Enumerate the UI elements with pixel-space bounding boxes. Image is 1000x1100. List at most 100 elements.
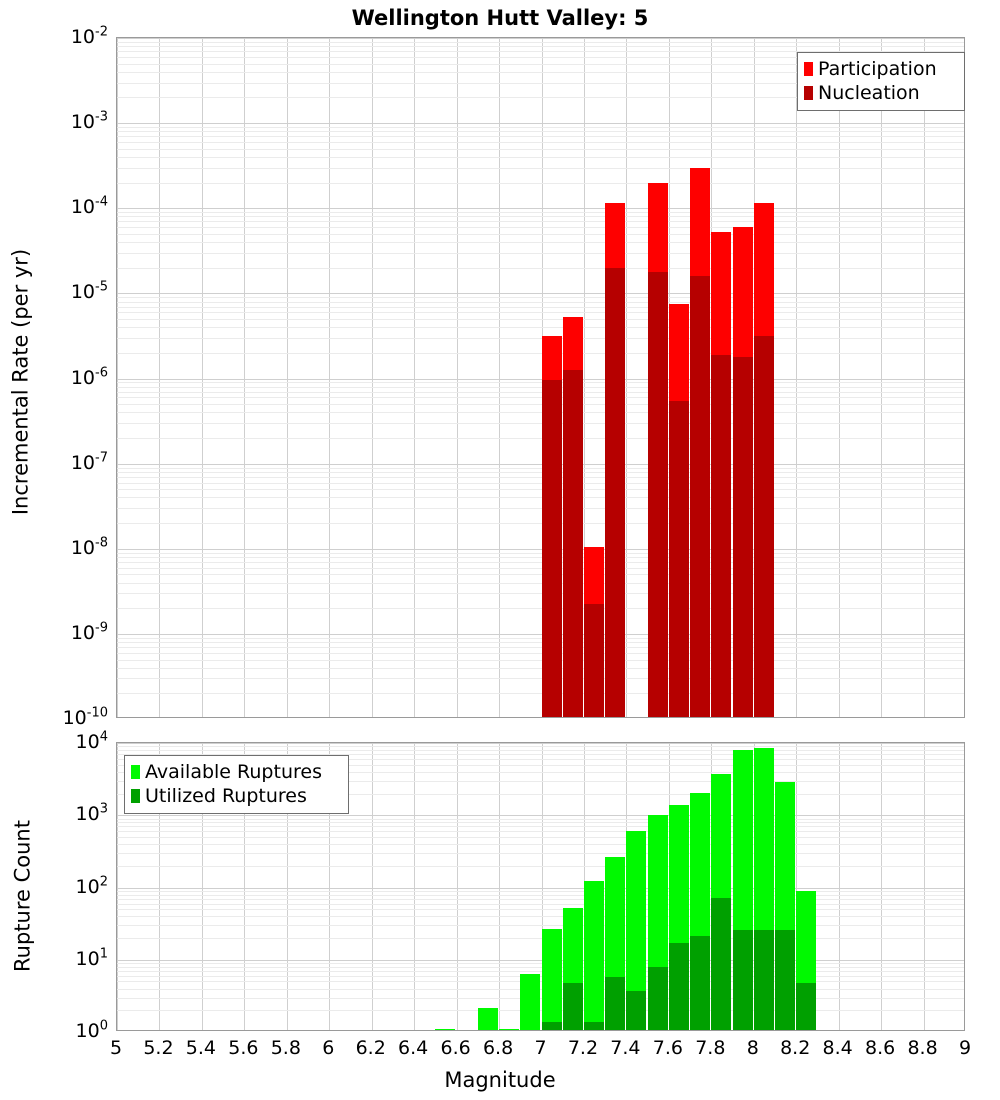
x-axis-tick-label: 8 xyxy=(746,1037,759,1059)
grid-line-horizontal-minor xyxy=(117,822,964,823)
grid-line-horizontal-minor xyxy=(117,638,964,639)
x-axis-tick-label: 7.2 xyxy=(567,1037,599,1059)
y-axis-tick-label: 10-9 xyxy=(70,620,108,644)
x-axis-tick-label: 9 xyxy=(958,1037,972,1059)
grid-line-horizontal-minor xyxy=(117,925,964,926)
bar-nucleation xyxy=(542,380,562,717)
grid-line-horizontal-minor xyxy=(117,557,964,558)
grid-line-horizontal-minor xyxy=(117,891,964,892)
bar-utilized-ruptures xyxy=(754,930,774,1030)
grid-line-horizontal-minor xyxy=(117,168,964,169)
grid-line-horizontal-minor xyxy=(117,472,964,473)
x-axis-tick-label: 5.8 xyxy=(270,1037,301,1059)
bar-available-ruptures xyxy=(542,929,562,1030)
grid-line-horizontal-major xyxy=(117,123,964,124)
y-axis-tick-label: 10-5 xyxy=(70,280,108,304)
grid-line-horizontal-minor xyxy=(117,353,964,354)
grid-line-horizontal-minor xyxy=(117,438,964,439)
grid-line-horizontal-minor xyxy=(117,307,964,308)
grid-line-horizontal-minor xyxy=(117,338,964,339)
bar-utilized-ruptures xyxy=(669,943,689,1030)
top-panel-y-axis-ticks: 10-2 10-3 10-4 10-5 10-6 10-7 10-8 10-9 10-10 xyxy=(2,26,108,729)
x-axis-tick-label: 6.8 xyxy=(482,1037,514,1059)
grid-line-vertical xyxy=(499,743,500,1030)
grid-line-vertical xyxy=(457,38,458,717)
grid-line-vertical xyxy=(881,38,882,717)
grid-line-horizontal-minor xyxy=(117,319,964,320)
grid-line-horizontal-major xyxy=(117,293,964,294)
grid-line-vertical xyxy=(839,38,840,717)
bar-utilized-ruptures xyxy=(605,976,625,1030)
grid-line-horizontal-minor xyxy=(117,412,964,413)
bar-nucleation xyxy=(711,354,731,717)
utilized-ruptures-swatch-icon xyxy=(131,789,140,803)
grid-line-horizontal-major xyxy=(117,815,964,816)
grid-line-horizontal-minor xyxy=(117,746,964,747)
grid-line-horizontal-minor xyxy=(117,678,964,679)
grid-line-horizontal-minor xyxy=(117,831,964,832)
bar-available-ruptures xyxy=(520,973,540,1030)
grid-line-horizontal-minor xyxy=(117,866,964,867)
grid-line-horizontal-major xyxy=(117,634,964,635)
x-axis-tick-label: 6.6 xyxy=(440,1037,471,1059)
y-axis-tick-label: 10-6 xyxy=(70,365,108,389)
grid-line-horizontal-minor xyxy=(117,131,964,132)
bar-available-ruptures xyxy=(626,831,646,1030)
grid-line-vertical xyxy=(244,38,245,717)
grid-line-horizontal-minor xyxy=(117,837,964,838)
x-axis-tick-label: 7.4 xyxy=(610,1037,641,1059)
bar-available-ruptures xyxy=(499,1029,519,1030)
bar-utilized-ruptures xyxy=(542,1021,562,1030)
x-axis-tick-label: 8.4 xyxy=(822,1037,853,1059)
y-axis-tick-label: 100 xyxy=(75,1018,108,1042)
grid-line-horizontal-minor xyxy=(117,895,964,896)
grid-line-horizontal-minor xyxy=(117,397,964,398)
grid-line-horizontal-minor xyxy=(117,553,964,554)
grid-line-horizontal-minor xyxy=(117,253,964,254)
grid-line-vertical xyxy=(372,38,373,717)
grid-line-horizontal-minor xyxy=(117,297,964,298)
grid-line-vertical xyxy=(924,38,925,717)
bar-utilized-ruptures xyxy=(733,930,753,1030)
grid-line-horizontal-minor xyxy=(117,909,964,910)
bar-available-ruptures xyxy=(478,1008,498,1030)
grid-line-horizontal-minor xyxy=(117,136,964,137)
grid-line-horizontal-minor xyxy=(117,998,964,999)
y-axis-tick-label: 10-7 xyxy=(70,450,108,474)
bar-utilized-ruptures xyxy=(563,982,583,1030)
grid-line-horizontal-minor xyxy=(117,483,964,484)
grid-line-horizontal-minor xyxy=(117,127,964,128)
x-axis-tick-label: 8.8 xyxy=(907,1037,938,1059)
grid-line-vertical xyxy=(839,743,840,1030)
x-axis-tick-label: 7.8 xyxy=(695,1037,726,1059)
grid-line-vertical xyxy=(796,38,797,717)
grid-line-horizontal-minor xyxy=(117,312,964,313)
legend-item-available-ruptures: Available Ruptures xyxy=(131,760,340,784)
grid-line-horizontal-minor xyxy=(117,327,964,328)
grid-line-horizontal-minor xyxy=(117,819,964,820)
y-axis-tick-label: 10-3 xyxy=(70,109,108,134)
grid-line-horizontal-minor xyxy=(117,660,964,661)
grid-line-vertical xyxy=(117,38,118,717)
grid-line-horizontal-minor xyxy=(117,899,964,900)
grid-line-horizontal-minor xyxy=(117,750,964,751)
grid-line-horizontal-minor xyxy=(117,468,964,469)
legend-item-participation: Participation xyxy=(804,57,956,81)
grid-line-horizontal-minor xyxy=(117,668,964,669)
bar-nucleation xyxy=(733,356,753,717)
grid-line-horizontal-major xyxy=(117,38,964,39)
grid-line-vertical xyxy=(457,743,458,1030)
x-axis-tick-label: 5.6 xyxy=(228,1037,259,1059)
grid-line-horizontal-minor xyxy=(117,1010,964,1011)
bar-nucleation xyxy=(754,335,774,717)
x-axis-tick-label: 8.6 xyxy=(864,1037,896,1059)
grid-line-horizontal-minor xyxy=(117,568,964,569)
x-axis-tick-label: 5 xyxy=(109,1037,123,1059)
grid-line-vertical xyxy=(117,743,118,1030)
grid-line-horizontal-major xyxy=(117,464,964,465)
top-panel-legend: Participation Nucleation xyxy=(797,52,965,111)
grid-line-vertical xyxy=(329,38,330,717)
bar-utilized-ruptures xyxy=(796,982,816,1030)
bar-utilized-ruptures xyxy=(690,936,710,1030)
